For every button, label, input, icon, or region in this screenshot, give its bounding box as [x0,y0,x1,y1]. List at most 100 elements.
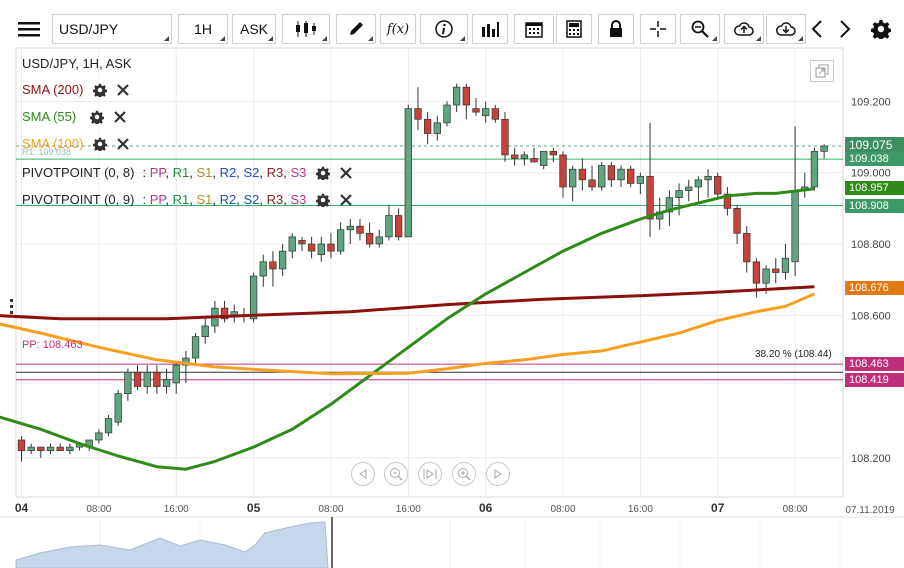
pivot1-label: PIVOTPOINT (0, 8) [22,165,135,180]
candle [404,105,412,238]
candle [230,304,238,323]
candle-body [143,371,151,387]
x-tick-label: 08:00 [783,504,808,515]
fib-label: 38.20 % (108.44) [755,349,832,360]
candle [394,208,403,241]
menu-icon [18,22,40,37]
close-icon[interactable] [117,83,130,96]
save-cloud-button[interactable] [724,14,764,44]
pivot-level-r3: R3 [266,165,284,180]
gear-icon[interactable] [93,83,108,97]
candle-body [714,175,722,195]
candle-body [133,371,142,387]
gear-icon[interactable] [93,137,108,151]
crosshair-button[interactable] [640,14,676,44]
candle [143,365,151,394]
candle [598,162,606,191]
candle [46,443,55,455]
gear-icon[interactable] [316,193,331,207]
volume-button[interactable] [472,14,508,44]
price-label-sma200: 108.676 [845,281,904,296]
sma100-label: SMA (100) [22,136,84,151]
candle [714,172,722,198]
calculator-icon [566,20,582,38]
calculator-button[interactable] [556,14,592,44]
lock-button[interactable] [598,14,634,44]
legend-sma200[interactable]: SMA (200) [22,82,130,97]
close-icon[interactable] [114,110,126,123]
x-tick-label: 16:00 [628,504,653,515]
price-side-select[interactable]: ASK [232,14,276,44]
close-icon[interactable] [340,166,353,179]
chart-type-button[interactable] [282,14,330,44]
draw-tool-button[interactable] [336,14,376,44]
candle [723,186,732,216]
candle-body [259,261,267,277]
legend-title-text: USD/JPY, 1H, ASK [22,56,132,71]
cloud-upload-icon [734,22,754,36]
nav-zoom-out-button[interactable] [384,462,408,486]
pivot-level-pp: PP [149,165,166,180]
scroll-left-button[interactable] [806,14,828,44]
legend-pivot1[interactable]: PIVOTPOINT (0, 8) : PP, R1, S1, R2, S2, … [22,165,353,180]
nav-zoom-in-button[interactable] [452,462,476,486]
pivot-level-r2: R2 [219,165,237,180]
candle [365,222,374,248]
candle [269,251,277,287]
load-cloud-button[interactable] [766,14,806,44]
candle-body [588,179,596,188]
legend-pivot2[interactable]: PIVOTPOINT (0, 9) : PP, R1, S1, R2, S2, … [22,192,353,207]
settings-button[interactable] [868,14,894,44]
calendar-button[interactable] [514,14,554,44]
candle-body [17,439,26,452]
lock-icon [610,20,622,37]
candle [346,219,354,244]
nav-back-button[interactable] [351,462,375,486]
x-tick-label: 16:00 [164,504,189,515]
candle-body [694,179,703,188]
legend-title: USD/JPY, 1H, ASK [22,56,132,71]
fx-icon: f(x) [386,21,410,37]
scroll-right-button[interactable] [834,14,856,44]
candle [694,176,703,202]
gear-icon[interactable] [90,110,105,124]
candle-body [385,215,393,238]
nav-forward-button[interactable] [486,462,510,486]
date-label: 07.11.2019 [845,505,895,516]
bars-icon [482,22,499,37]
candle-body [810,150,819,188]
close-icon[interactable] [340,193,353,206]
expand-button[interactable] [810,60,834,82]
candle-body [365,232,374,245]
close-icon[interactable] [117,137,130,150]
candle-body [530,158,538,163]
pp-label: PP: 108.463 [22,339,83,351]
indicators-button[interactable]: f(x) [380,14,416,44]
candle-body [375,236,383,245]
timeframe-select[interactable]: 1H [178,14,228,44]
nav-reset-button[interactable] [418,462,442,486]
pivot-level-pp: PP [149,192,166,207]
legend-sma55[interactable]: SMA (55) [22,109,126,124]
menu-button[interactable] [12,14,46,44]
pivot-level-r3: R3 [266,192,284,207]
candle [288,233,296,259]
expand-icon [815,64,829,78]
symbol-select[interactable]: USD/JPY [52,14,172,44]
zoom-button[interactable] [680,14,720,44]
candle [462,83,470,120]
pencil-icon [350,22,363,35]
candle-body [124,371,132,395]
candle [491,105,499,123]
candle-body [423,118,432,134]
candle [549,147,557,163]
price-label-pp: 108.463 [845,357,904,372]
legend-sma100[interactable]: SMA (100) [22,136,130,151]
candle-body [685,186,693,191]
candle-body [453,86,461,106]
gear-icon[interactable] [316,166,331,180]
info-button[interactable] [420,14,468,44]
price-label-price: 109.075 [845,136,904,153]
candle [617,165,625,187]
